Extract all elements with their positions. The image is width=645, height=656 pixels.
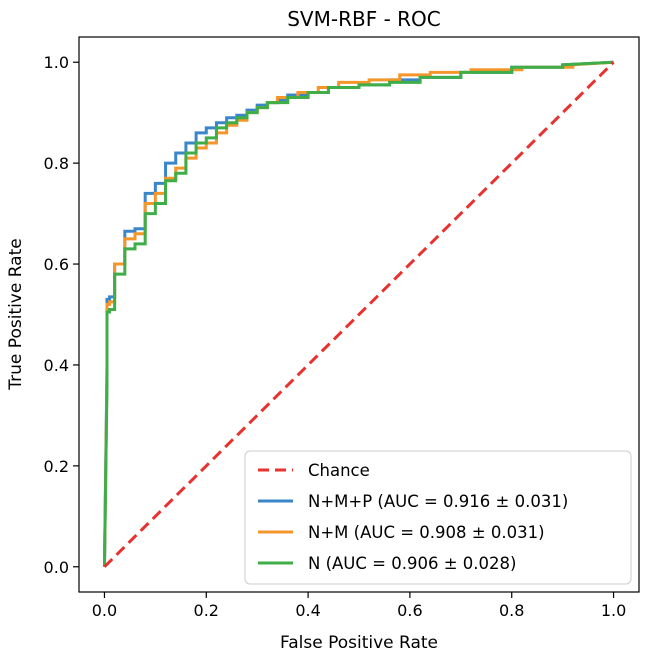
x-tick-label: 0.4 [295,601,320,620]
legend-label-n: N (AUC = 0.906 ± 0.028) [308,554,516,573]
y-tick-label: 0.6 [44,255,69,274]
series-line-n [102,60,614,567]
y-tick-label: 0.8 [44,154,69,173]
legend-box [244,450,632,585]
x-tick-label: 0.0 [92,601,117,620]
legend-label-chance: Chance [308,461,370,480]
series-lines [102,60,615,568]
legend-label-n-m: N+M (AUC = 0.908 ± 0.031) [308,523,545,542]
series-line-chance [103,61,615,568]
legend: Chance N+M+P (AUC = 0.916 ± 0.031) N+M (AU… [244,450,632,585]
chart-title: SVM-RBF - ROC [287,7,441,31]
x-axis-label: False Positive Rate [280,633,438,653]
y-tick-label: 0.2 [44,457,69,476]
y-tick-label: 1.0 [44,53,69,72]
x-tick-label: 0.6 [397,601,422,620]
y-tick-label: 0.4 [44,356,69,375]
x-tick-label: 0.2 [194,601,219,620]
y-axis-label: True Positive Rate [6,238,26,390]
y-tick-label: 0.0 [44,558,69,577]
legend-label-n-m-p: N+M+P (AUC = 0.916 ± 0.031) [308,492,568,511]
series-line-n-m [102,60,614,567]
x-tick-label: 0.8 [499,601,524,620]
x-tick-label: 1.0 [601,601,626,620]
axis-ticks: 0.0 0.2 0.4 0.6 0.8 1.0 0.0 0.2 0.4 0.6 0.8 1.0 [44,53,627,620]
plot-frame [78,36,640,593]
